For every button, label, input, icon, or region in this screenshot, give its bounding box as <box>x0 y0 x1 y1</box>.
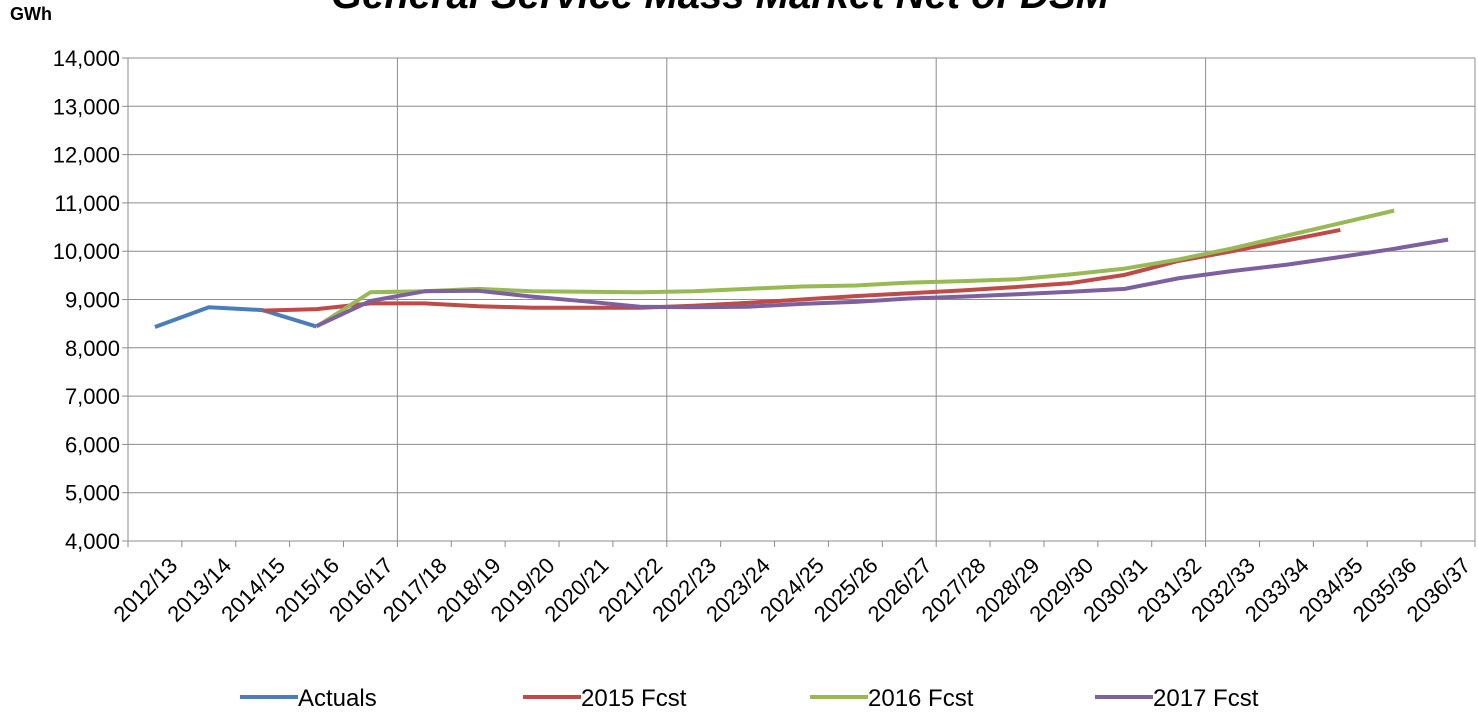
legend-label: 2016 Fcst <box>868 685 974 712</box>
chart-title: General Service Mass Market Net of DSM <box>331 0 1111 17</box>
y-tick-label: 10,000 <box>53 239 120 264</box>
y-tick-label: 7,000 <box>65 384 120 409</box>
y-tick-label: 4,000 <box>65 529 120 554</box>
series-line <box>154 305 318 329</box>
series-line <box>315 208 1395 329</box>
series-line <box>315 237 1449 328</box>
legend-label: Actuals <box>298 685 377 712</box>
y-tick-label: 13,000 <box>53 94 120 119</box>
series-line <box>262 227 1341 313</box>
y-tick-label: 5,000 <box>65 481 120 506</box>
y-tick-label: 11,000 <box>54 191 120 216</box>
y-tick-label: 9,000 <box>65 288 120 313</box>
y-tick-label: 12,000 <box>53 143 120 168</box>
legend-label: 2017 Fcst <box>1153 685 1259 712</box>
y-tick-label: 6,000 <box>65 432 120 457</box>
legend-label: 2015 Fcst <box>581 685 687 712</box>
y-tick-label: 14,000 <box>53 46 120 71</box>
y-tick-label: 8,000 <box>65 336 120 361</box>
y-axis-label: GWh <box>10 4 52 24</box>
